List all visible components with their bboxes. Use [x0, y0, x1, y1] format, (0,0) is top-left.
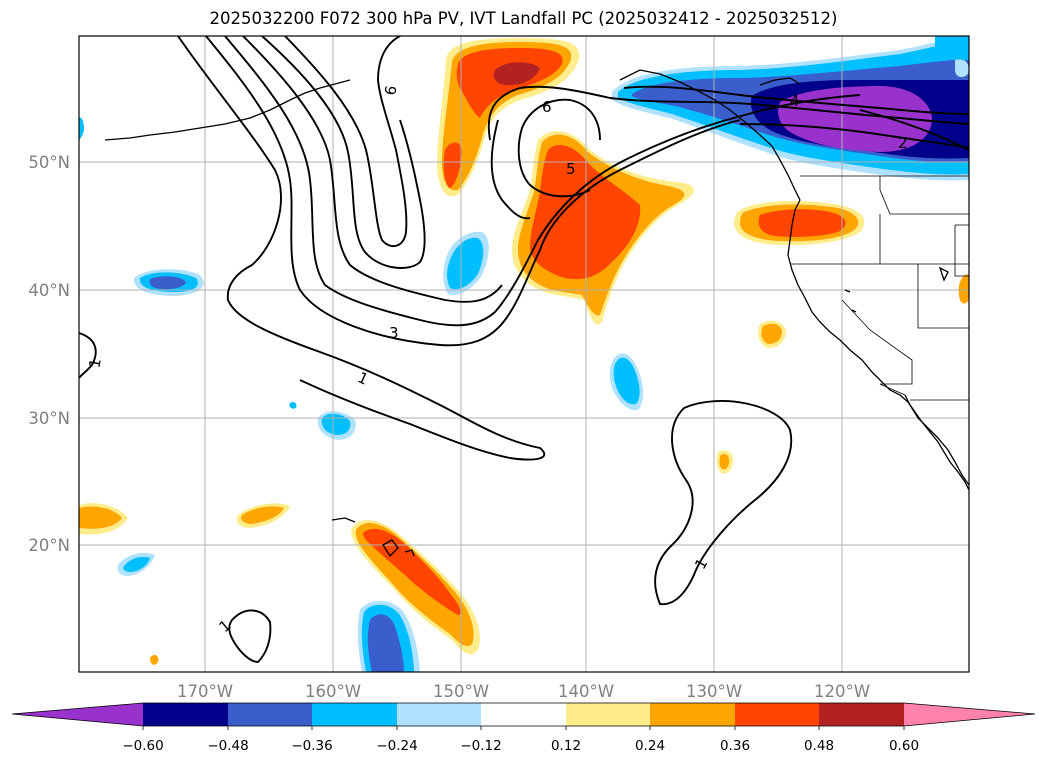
- contour-label: 3: [389, 324, 399, 342]
- contour-label: 1: [85, 357, 104, 370]
- lon-tick-label: 150°W: [433, 682, 489, 701]
- latitude-labels: 50°N 40°N 30°N 20°N: [28, 153, 70, 555]
- colorbar-swatch: [397, 703, 481, 726]
- positive-anomaly-shading: [79, 38, 969, 665]
- lon-tick-label: 160°W: [305, 682, 361, 701]
- colorbar-tick-label: 0.60: [889, 738, 919, 754]
- contour-label: 5: [566, 160, 576, 178]
- colorbar-swatch: [819, 703, 904, 726]
- colorbar-swatch: [312, 703, 397, 726]
- colorbar-tick-label: −0.60: [122, 738, 163, 754]
- colorbar-extend-high: [904, 703, 1035, 726]
- lat-tick-label: 30°N: [28, 409, 70, 428]
- map-plot-area: [79, 36, 969, 672]
- contour-label: 6: [381, 84, 400, 97]
- lon-tick-label: 120°W: [814, 682, 870, 701]
- lat-tick-label: 40°N: [28, 281, 70, 300]
- political-borders: [790, 175, 969, 401]
- colorbar: −0.60 −0.48 −0.36 −0.24 −0.12 0.12 0.24 …: [11, 702, 1036, 754]
- contour-label: 6: [542, 98, 552, 116]
- colorbar-tick-label: −0.12: [460, 738, 501, 754]
- colorbar-tick-label: −0.48: [207, 738, 248, 754]
- lon-tick-label: 140°W: [558, 682, 614, 701]
- map-title: 2025032200 F072 300 hPa PV, IVT Landfall…: [209, 9, 838, 28]
- colorbar-extend-low: [12, 703, 143, 726]
- lon-tick-label: 130°W: [686, 682, 742, 701]
- colorbar-swatch: [735, 703, 819, 726]
- colorbar-tick-label: 0.48: [804, 738, 834, 754]
- colorbar-tick-label: 0.12: [551, 738, 581, 754]
- colorbar-swatch: [481, 703, 566, 726]
- colorbar-swatch: [228, 703, 312, 726]
- colorbar-swatch: [650, 703, 735, 726]
- colorbar-ticks: [142, 726, 905, 730]
- contour-label: 4: [790, 92, 800, 110]
- contour-label: 2: [898, 134, 908, 152]
- colorbar-swatch: [566, 703, 650, 726]
- colorbar-tick-label: −0.36: [291, 738, 332, 754]
- pv-contours: [79, 36, 969, 663]
- colorbar-tick-label: 0.36: [720, 738, 750, 754]
- colorbar-tick-label: 0.24: [635, 738, 665, 754]
- lat-tick-label: 50°N: [28, 153, 70, 172]
- longitude-labels: 170°W 160°W 150°W 140°W 130°W 120°W: [177, 682, 870, 701]
- colorbar-swatch: [143, 703, 228, 726]
- lon-tick-label: 170°W: [177, 682, 233, 701]
- map-gridlines: [79, 36, 969, 672]
- lat-tick-label: 20°N: [28, 536, 70, 555]
- map-frame: [78, 35, 970, 673]
- colorbar-tick-label: −0.24: [376, 738, 417, 754]
